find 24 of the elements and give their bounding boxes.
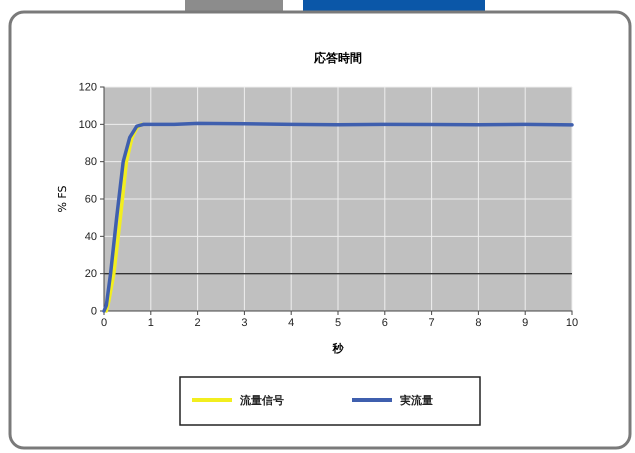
chart-title: 応答時間 [313,51,362,65]
y-tick-label: 100 [78,118,97,131]
x-tick-label: 10 [566,316,578,329]
y-tick-label: 20 [84,268,97,280]
x-axis-title: 秒 [332,342,344,355]
line-series [102,122,574,313]
x-tick-label: 7 [428,316,435,329]
y-axis-title: % FS [56,185,69,213]
x-tick-label: 1 [148,316,154,329]
legend-label: 実流量 [399,394,433,407]
y-tick-label: 120 [78,82,97,94]
x-tick-label: 5 [334,316,342,329]
y-tick-label: 80 [84,156,97,168]
legend-label: 流量信号 [239,394,284,407]
y-tick-label: 60 [84,194,97,206]
x-tick-label: 8 [475,316,482,329]
y-tick-label: 40 [84,230,97,243]
x-tick-label: 6 [382,316,388,329]
x-tick-label: 0 [100,316,108,329]
x-tick-label: 4 [288,316,294,329]
y-tick-label: 0 [90,306,97,318]
x-tick-label: 3 [241,316,248,329]
x-tick-label: 2 [194,316,201,329]
x-tick-label: 9 [522,316,528,329]
